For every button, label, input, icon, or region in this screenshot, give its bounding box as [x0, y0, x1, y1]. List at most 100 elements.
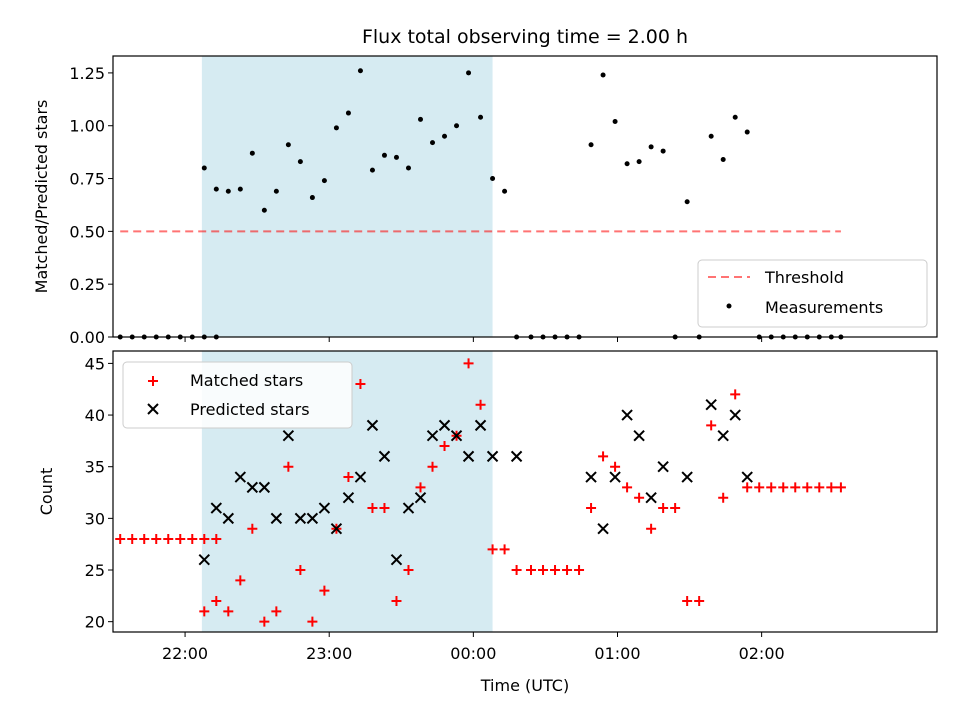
legend-box	[122, 361, 353, 429]
y-axis-label: Matched/Predicted stars	[32, 100, 51, 294]
measurement-point	[321, 178, 327, 184]
measurement-point	[201, 165, 207, 171]
matched-point	[670, 503, 681, 514]
measurement-point	[466, 70, 472, 76]
matched-point	[574, 565, 585, 576]
matched-point	[802, 482, 813, 493]
y-tick-label: 20	[85, 613, 105, 632]
matched-point	[223, 606, 234, 617]
predicted-point	[270, 512, 283, 525]
predicted-point	[717, 430, 729, 442]
measurement-point	[636, 159, 642, 165]
y-tick-label: 1.25	[69, 64, 105, 83]
measurement-point	[381, 152, 387, 158]
predicted-point	[609, 471, 621, 483]
matched-point	[790, 482, 801, 493]
measurement-point	[393, 154, 399, 160]
legend-measurement-swatch	[726, 303, 732, 309]
predicted-point	[222, 512, 235, 525]
measurement-point	[430, 140, 436, 146]
matched-point	[550, 565, 561, 576]
predicted-point	[318, 502, 331, 514]
legend-threshold-label: Threshold	[764, 268, 844, 287]
x-tick-label: 23:00	[306, 644, 352, 663]
matched-point	[367, 503, 378, 514]
legend-predicted-label: Predicted stars	[190, 400, 310, 419]
measurement-point	[684, 199, 690, 205]
matched-point	[403, 565, 414, 576]
measurement-point	[478, 114, 484, 120]
matched-point	[211, 596, 222, 607]
predicted-point	[741, 471, 753, 483]
predicted-point	[426, 430, 439, 442]
measurement-point	[502, 188, 508, 194]
measurement-point	[405, 165, 411, 171]
measurement-point	[285, 142, 291, 148]
predicted-point	[378, 450, 391, 463]
matched-point	[778, 482, 789, 493]
measurement-point	[297, 159, 303, 165]
matched-point	[235, 575, 246, 586]
y-tick-label: 25	[85, 561, 105, 580]
measurement-point	[237, 186, 243, 192]
predicted-point	[390, 553, 403, 566]
matched-point	[487, 544, 498, 555]
predicted-point	[438, 419, 451, 432]
measurement-point	[454, 123, 460, 129]
measurement-point	[225, 188, 231, 194]
matched-point	[742, 482, 753, 493]
matched-point	[706, 420, 717, 431]
x-axis-label: Time (UTC)	[480, 676, 569, 695]
matched-point	[538, 565, 549, 576]
matched-point	[319, 585, 330, 596]
y-tick-label: 0.50	[69, 222, 105, 241]
matched-point	[511, 565, 522, 576]
matched-point	[343, 472, 354, 483]
predicted-point	[210, 502, 223, 514]
measurement-point	[490, 176, 496, 182]
matched-point	[115, 534, 126, 545]
predicted-point	[486, 450, 499, 463]
y-tick-label: 35	[85, 458, 105, 477]
measurement-point	[600, 72, 606, 78]
x-tick-label: 00:00	[450, 644, 496, 663]
matched-point	[730, 389, 741, 400]
matched-point	[586, 503, 597, 514]
matched-point	[475, 399, 486, 410]
top-panel-axes: 0.00 0.25 0.50 0.75 1.00 1.25 Matched/Predicte…	[32, 55, 938, 347]
y-tick-label: 0.75	[69, 170, 105, 189]
matched-point	[127, 534, 138, 545]
predicted-point	[462, 450, 475, 463]
predicted-point	[621, 409, 633, 421]
predicted-point	[705, 399, 717, 411]
matched-point	[754, 482, 765, 493]
predicted-point	[402, 502, 415, 514]
predicted-point	[474, 419, 487, 432]
matched-point	[622, 482, 633, 493]
matched-point	[355, 379, 366, 390]
matched-point	[199, 534, 210, 545]
matched-point	[391, 596, 402, 607]
y-tick-label: 40	[85, 406, 105, 425]
matched-point	[598, 451, 609, 462]
y-tick-label: 45	[85, 354, 105, 373]
matched-point	[415, 482, 426, 493]
predicted-point	[510, 450, 523, 463]
predicted-point	[597, 522, 609, 535]
predicted-point	[657, 460, 669, 473]
matched-point	[718, 492, 729, 503]
measurement-point	[442, 133, 448, 139]
matched-point	[610, 461, 621, 472]
matched-point	[379, 503, 390, 514]
matched-point	[199, 606, 210, 617]
matched-point	[175, 534, 186, 545]
predicted-point	[450, 430, 463, 442]
predicted-point	[246, 481, 259, 494]
measurement-point	[660, 148, 666, 154]
top-axes-frame	[112, 55, 938, 338]
legend-matched-swatch	[148, 376, 158, 386]
predicted-point	[306, 512, 319, 525]
measurement-point	[708, 133, 714, 139]
matched-point	[151, 534, 162, 545]
